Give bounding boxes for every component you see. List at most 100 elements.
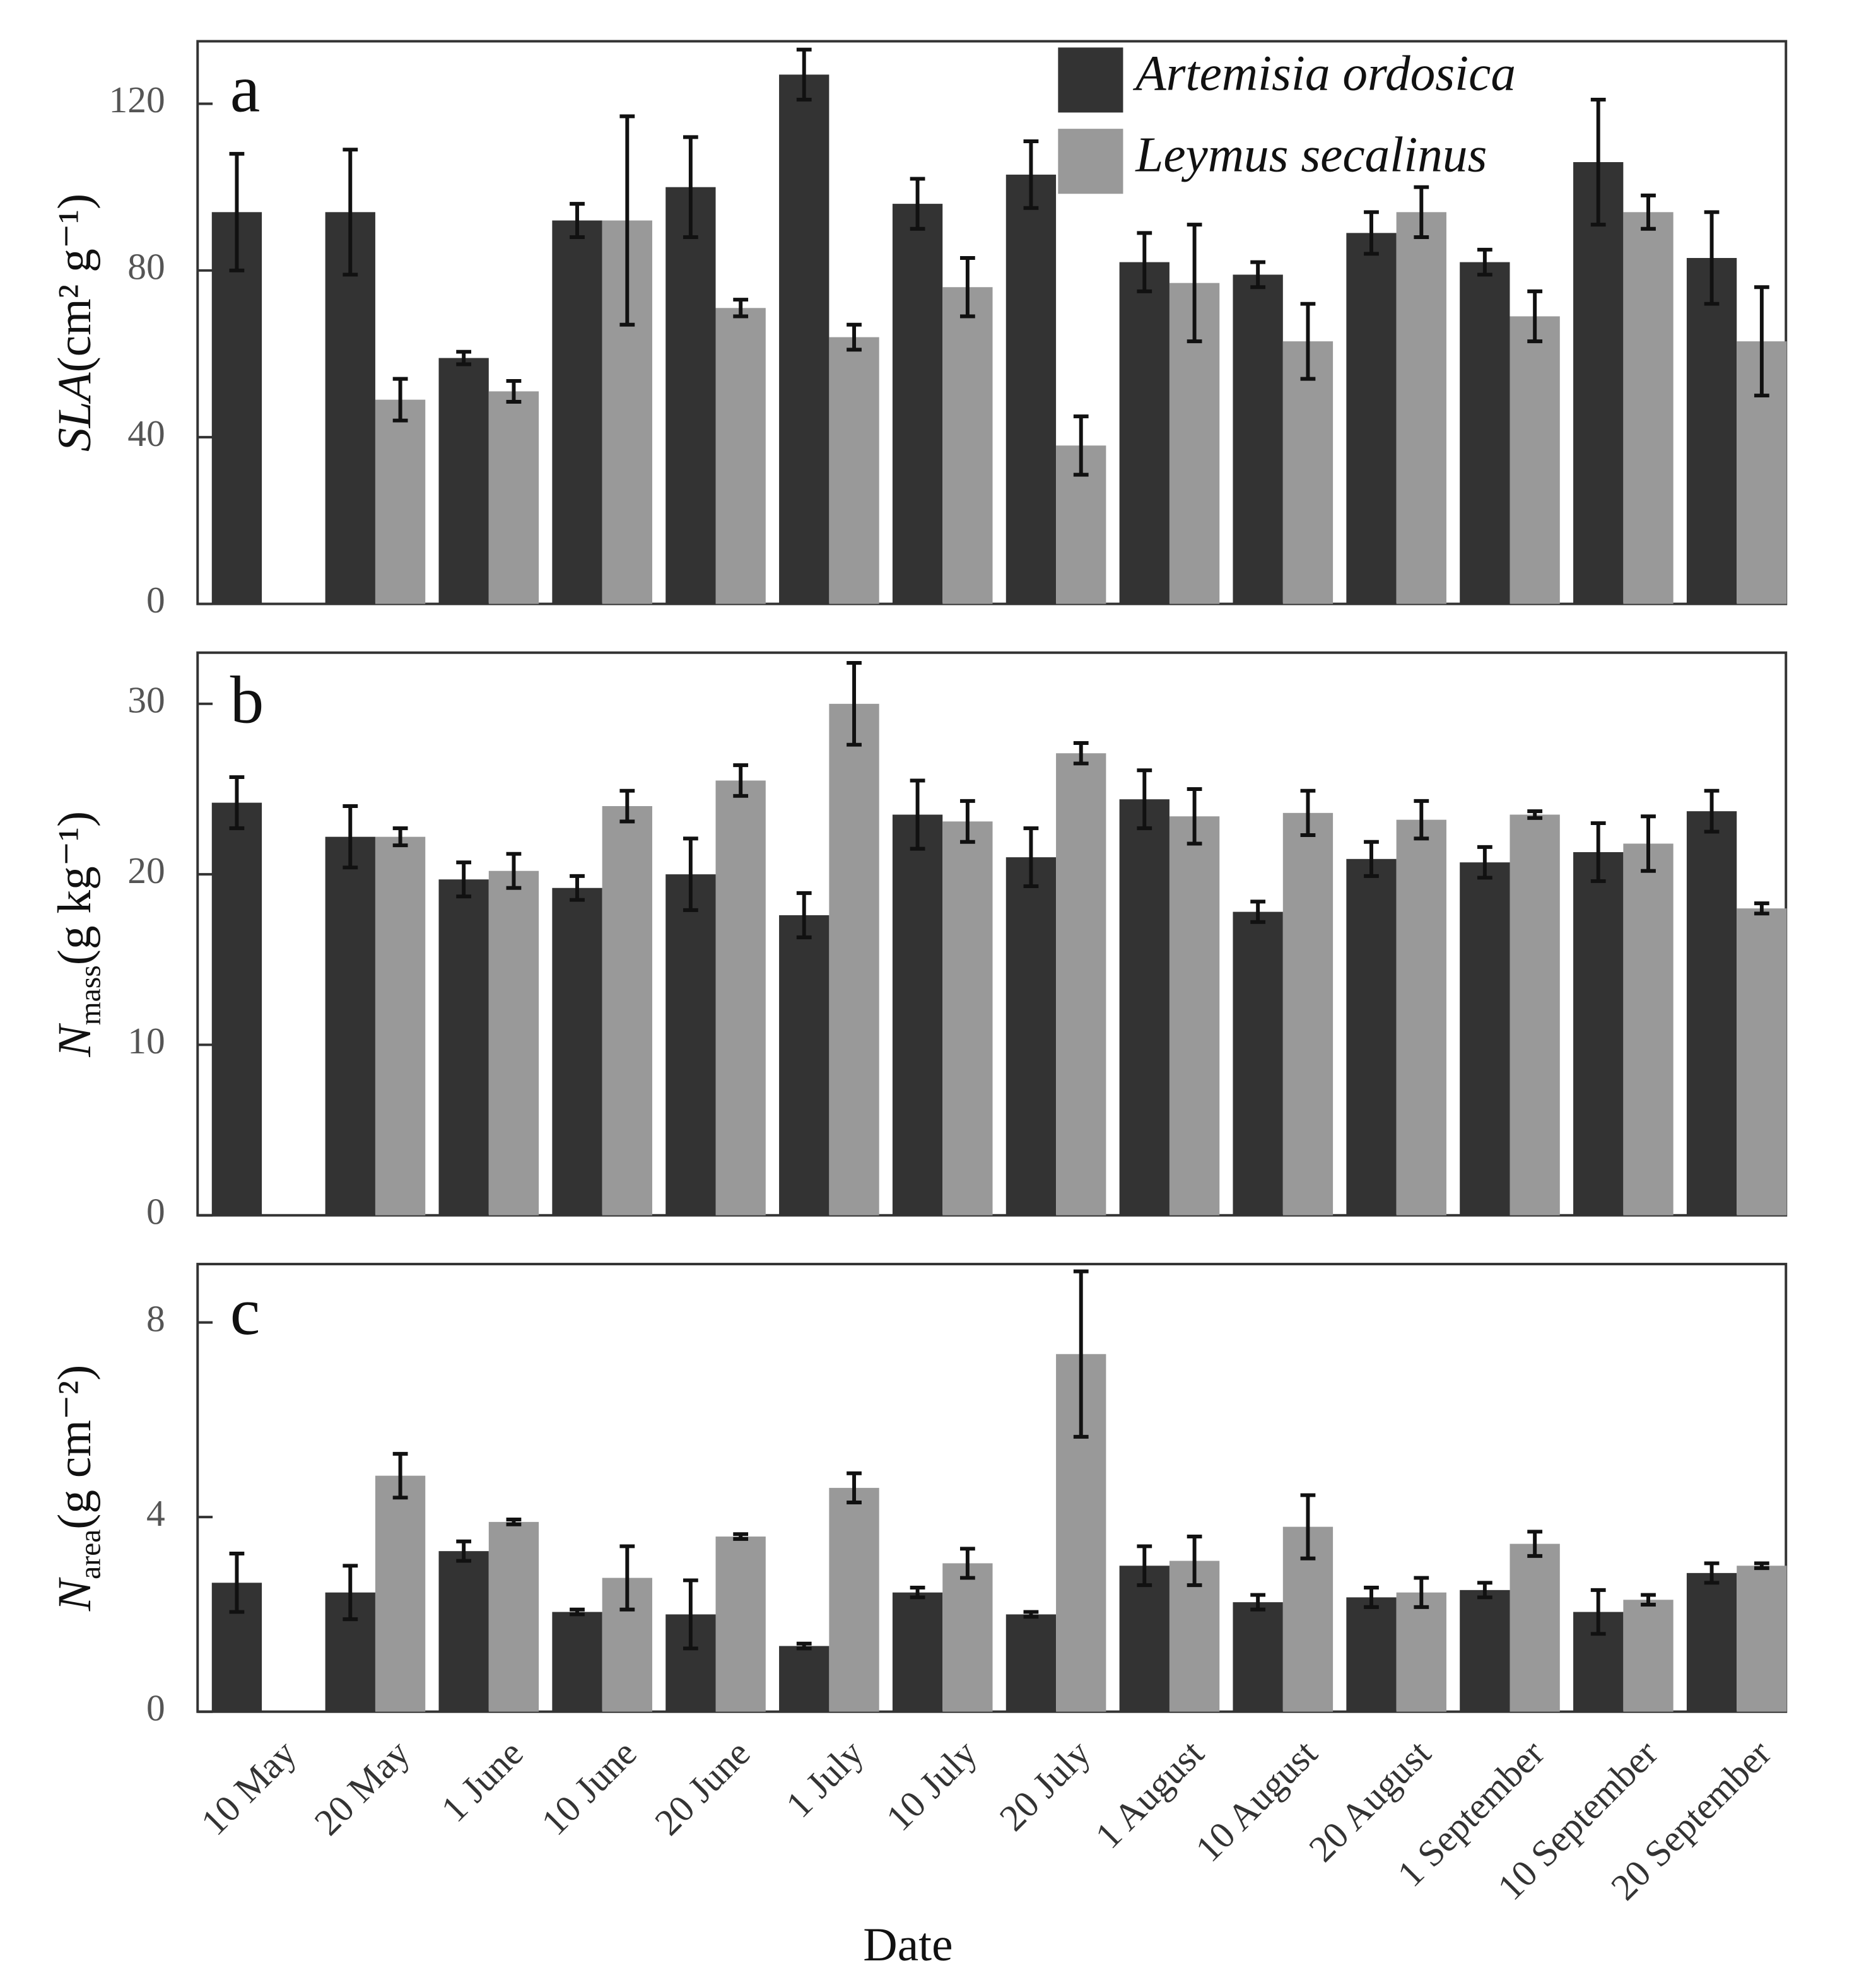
error-bar — [796, 1641, 812, 1651]
y-tick-label: 120 — [108, 79, 165, 120]
x-tick-label: 20 May — [307, 1732, 418, 1843]
bar — [1119, 799, 1170, 1215]
bar — [1282, 341, 1334, 604]
bar — [1282, 812, 1334, 1215]
bar — [488, 1521, 539, 1712]
legend-label: Artemisia ordosica — [1132, 46, 1516, 102]
y-tick-label: 40 — [127, 413, 165, 454]
error-bar — [1364, 210, 1379, 256]
bar — [325, 212, 375, 604]
error-bar — [1641, 1593, 1656, 1607]
bar — [552, 887, 602, 1215]
error-bar — [1414, 799, 1429, 841]
error-bar — [1477, 1581, 1492, 1600]
bar — [1573, 162, 1624, 604]
panel-label: a — [230, 52, 261, 126]
bar — [1460, 262, 1510, 604]
bar — [715, 780, 766, 1215]
bar — [1169, 816, 1220, 1215]
panel-label: b — [230, 664, 264, 738]
error-bar — [910, 778, 925, 851]
y-label-subscript: area — [74, 1530, 107, 1579]
bar — [1460, 1590, 1510, 1712]
y-label-symbol: N — [49, 1023, 101, 1058]
error-bar — [847, 322, 862, 352]
error-bar — [733, 1532, 749, 1541]
error-bar — [1300, 788, 1316, 837]
error-bar — [1250, 1593, 1266, 1612]
error-bar — [1704, 1561, 1720, 1585]
error-bar — [456, 860, 472, 899]
bar — [665, 187, 716, 604]
error-bar — [1073, 741, 1089, 766]
bar — [1005, 174, 1057, 604]
panel-label: c — [230, 1275, 261, 1349]
y-tick-label: 20 — [127, 850, 165, 891]
bar — [1623, 1600, 1674, 1712]
error-bar — [392, 1451, 408, 1500]
bar — [1686, 1572, 1737, 1712]
y-label-unit: (cm² g⁻¹) — [49, 194, 101, 373]
bar — [829, 703, 879, 1215]
y-tick-label: 10 — [127, 1020, 165, 1062]
bar — [1623, 843, 1674, 1215]
bar — [1233, 1602, 1283, 1712]
x-tick-label: 20 June — [647, 1732, 758, 1843]
bar — [552, 1612, 602, 1712]
error-bar — [1073, 1269, 1089, 1439]
bar — [488, 870, 539, 1215]
error-bar — [343, 148, 358, 277]
error-bar — [506, 1518, 522, 1526]
bar — [892, 1592, 943, 1712]
error-bar — [343, 804, 358, 870]
bar — [715, 308, 766, 604]
y-tick-label: 0 — [146, 1190, 165, 1232]
y-label-symbol: N — [49, 1577, 101, 1612]
error-bar — [1137, 768, 1152, 831]
error-bar — [1754, 1561, 1769, 1571]
bar — [1510, 1543, 1560, 1712]
bar — [1510, 316, 1560, 604]
error-bar — [1527, 289, 1543, 344]
bar — [375, 836, 426, 1215]
bar — [1056, 753, 1106, 1215]
bar — [715, 1537, 766, 1712]
bar — [1346, 1597, 1397, 1712]
bar — [665, 874, 716, 1215]
bar — [602, 806, 652, 1215]
bar — [1233, 911, 1283, 1215]
bar — [829, 337, 879, 604]
error-bar — [570, 202, 585, 239]
x-tick-label: 10 August — [1187, 1732, 1325, 1870]
bar — [1396, 212, 1446, 604]
error-bar — [847, 660, 862, 747]
bar — [829, 1487, 879, 1712]
error-bar — [506, 378, 522, 404]
bar — [1510, 814, 1560, 1215]
y-label-unit: (g kg⁻¹) — [49, 811, 101, 965]
error-bar — [847, 1471, 862, 1504]
y-tick-label: 30 — [127, 679, 165, 720]
bar — [942, 821, 993, 1215]
error-bar — [229, 775, 245, 831]
bar — [1573, 852, 1624, 1215]
bar — [1686, 811, 1737, 1215]
bar — [1119, 262, 1170, 604]
error-bar — [733, 298, 749, 319]
bar — [779, 74, 830, 604]
bar — [1396, 819, 1446, 1215]
bar — [438, 1551, 489, 1712]
y-axis-label: Nmass(g kg⁻¹) — [49, 811, 107, 1058]
y-axis-label: SLA(cm² g⁻¹) — [49, 194, 101, 452]
x-tick-label: 10 June — [533, 1732, 644, 1843]
legend-swatch — [1058, 129, 1123, 194]
error-bar — [1704, 788, 1720, 834]
error-bar — [1414, 1576, 1429, 1609]
error-bar — [1590, 1588, 1606, 1636]
error-bar — [1364, 840, 1379, 878]
legend-swatch — [1058, 47, 1123, 113]
error-bar — [1137, 231, 1152, 293]
x-tick-label: 10 July — [878, 1732, 985, 1839]
y-label-unit: (g cm⁻²) — [49, 1365, 101, 1530]
bar — [552, 220, 602, 604]
